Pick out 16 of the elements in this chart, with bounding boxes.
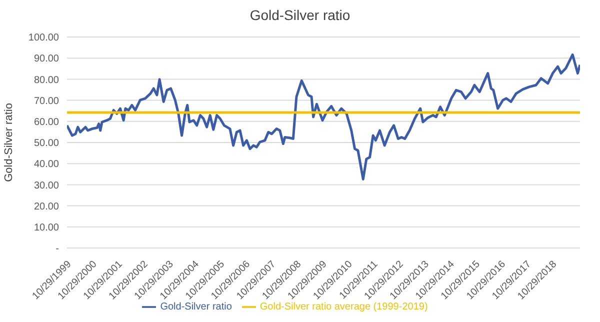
line-series xyxy=(67,53,580,180)
y-tick-label: - xyxy=(56,244,59,255)
y-tick-label: 100.00 xyxy=(28,32,60,44)
y-axis-title: Gold-Silver ratio xyxy=(2,103,15,182)
y-tick-label: 60.00 xyxy=(34,116,60,128)
legend-label: Gold-Silver ratio average (1999-2019) xyxy=(260,302,428,313)
y-tick-label: 80.00 xyxy=(34,74,60,86)
y-tick-label: 70.00 xyxy=(34,96,60,107)
legend-label: Gold-Silver ratio xyxy=(160,302,232,313)
y-tick-label: 10.00 xyxy=(34,222,60,234)
y-tick-label: 30.00 xyxy=(34,180,60,192)
y-tick-label: 90.00 xyxy=(34,54,60,65)
y-tick-label: 40.00 xyxy=(34,159,60,170)
y-tick-label: 20.00 xyxy=(34,201,60,212)
y-tick-label: 50.00 xyxy=(34,138,60,150)
chart-title: Gold-Silver ratio xyxy=(248,6,352,25)
